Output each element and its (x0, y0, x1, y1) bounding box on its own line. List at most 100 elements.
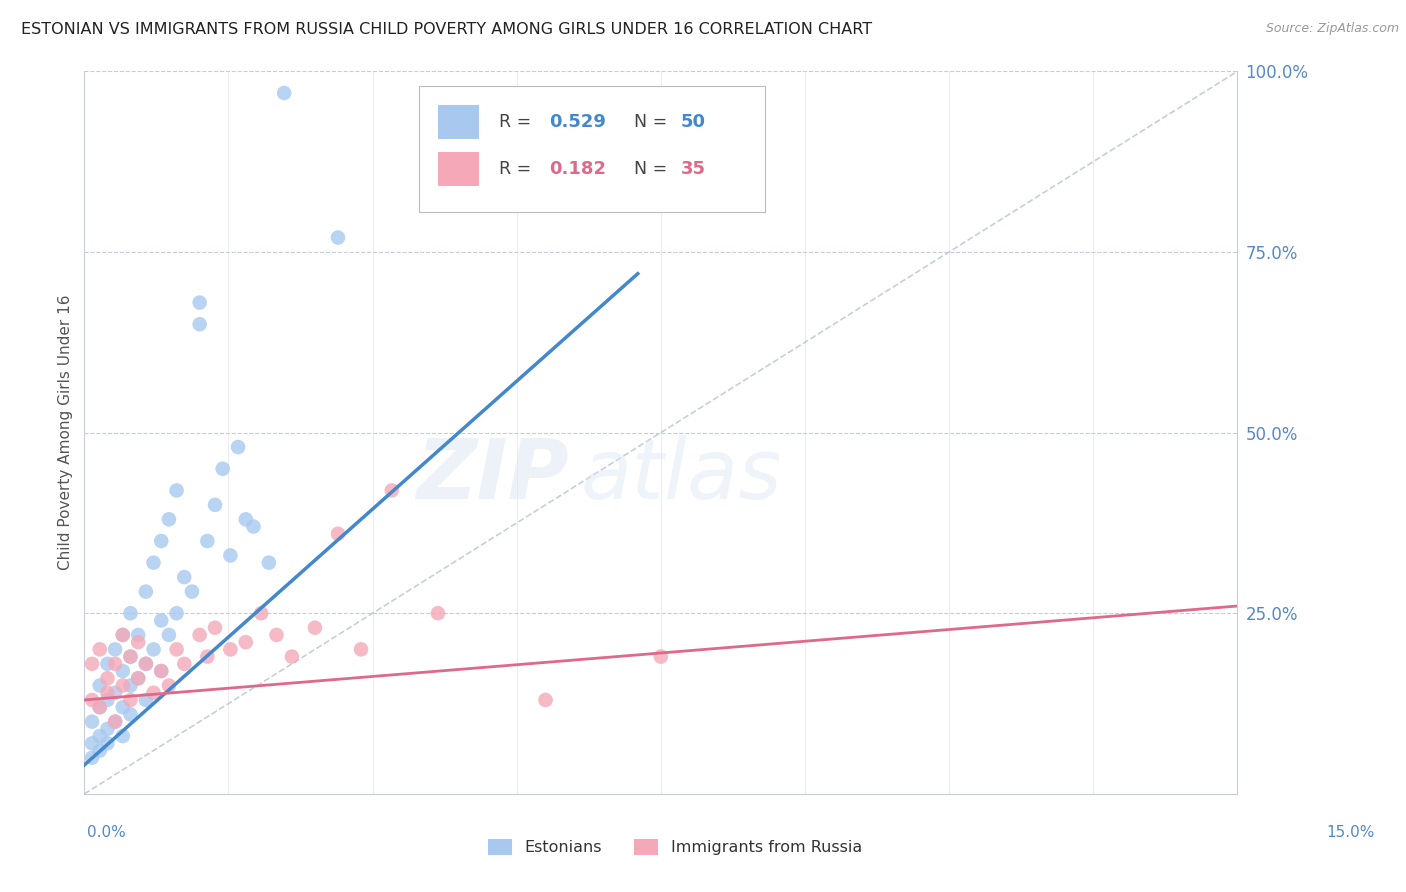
Text: atlas: atlas (581, 435, 782, 516)
Point (219, 642, 242, 657)
Point (173, 570, 195, 584)
Point (142, 556, 165, 570)
Point (142, 642, 165, 657)
Point (127, 671, 149, 685)
Text: N =: N = (634, 113, 673, 131)
Point (150, 533, 173, 548)
Point (195, 533, 218, 548)
Point (120, 649, 142, 664)
Point (127, 671, 149, 685)
Point (150, 664, 173, 678)
Point (166, 483, 188, 498)
Point (304, 621, 326, 635)
Point (120, 707, 142, 722)
Point (235, 635, 257, 649)
Point (120, 693, 142, 707)
Text: 35: 35 (681, 160, 706, 178)
Point (195, 649, 218, 664)
Text: 0.0%: 0.0% (87, 825, 127, 840)
Point (104, 686, 127, 700)
Point (89, 700, 111, 714)
Point (135, 693, 157, 707)
Point (80, 657, 103, 671)
Point (80, 751, 103, 765)
FancyBboxPatch shape (419, 86, 765, 212)
Text: 0.182: 0.182 (548, 160, 606, 178)
Point (150, 664, 173, 678)
Point (104, 657, 127, 671)
Point (326, 526, 349, 541)
Point (89, 678, 111, 692)
Point (273, 86, 295, 100)
Point (127, 635, 149, 649)
Point (111, 628, 134, 642)
Point (211, 462, 233, 476)
Point (188, 317, 211, 331)
Point (381, 483, 404, 498)
Point (257, 556, 280, 570)
Point (250, 607, 273, 621)
Point (111, 700, 134, 714)
Point (157, 512, 180, 526)
Point (226, 440, 249, 454)
Point (127, 628, 149, 642)
Point (204, 621, 226, 635)
FancyBboxPatch shape (439, 104, 478, 139)
Text: ZIP: ZIP (416, 435, 568, 516)
Text: 50: 50 (681, 113, 706, 131)
Point (104, 714, 127, 729)
Point (650, 649, 672, 664)
Point (96, 671, 118, 685)
Point (188, 295, 211, 310)
Point (173, 657, 195, 671)
Point (120, 649, 142, 664)
Point (157, 628, 180, 642)
Point (104, 714, 127, 729)
Text: 15.0%: 15.0% (1327, 825, 1375, 840)
Text: N =: N = (634, 160, 673, 178)
Point (80, 736, 103, 750)
Point (204, 498, 226, 512)
Point (96, 686, 118, 700)
Point (96, 722, 118, 736)
Point (534, 693, 557, 707)
Legend: Estonians, Immigrants from Russia: Estonians, Immigrants from Russia (481, 832, 869, 862)
Point (157, 678, 180, 692)
Point (89, 729, 111, 743)
Text: 0.529: 0.529 (548, 113, 606, 131)
Point (120, 678, 142, 692)
Point (326, 230, 349, 244)
Text: R =: R = (499, 113, 537, 131)
Point (242, 519, 264, 533)
Point (142, 686, 165, 700)
Point (281, 649, 304, 664)
Point (96, 693, 118, 707)
Point (104, 642, 127, 657)
Point (181, 584, 204, 599)
Point (111, 628, 134, 642)
Point (89, 743, 111, 757)
Point (96, 657, 118, 671)
Point (350, 642, 373, 657)
Text: Source: ZipAtlas.com: Source: ZipAtlas.com (1265, 22, 1399, 36)
Point (166, 607, 188, 621)
Point (135, 657, 157, 671)
Point (426, 607, 449, 621)
Point (111, 678, 134, 692)
Point (80, 693, 103, 707)
FancyBboxPatch shape (439, 152, 478, 186)
Point (89, 642, 111, 657)
Point (89, 700, 111, 714)
Point (150, 614, 173, 628)
Point (80, 714, 103, 729)
Point (135, 657, 157, 671)
Point (111, 664, 134, 678)
Point (188, 628, 211, 642)
Point (235, 512, 257, 526)
Point (166, 642, 188, 657)
Point (111, 729, 134, 743)
Point (120, 607, 142, 621)
Text: ESTONIAN VS IMMIGRANTS FROM RUSSIA CHILD POVERTY AMONG GIRLS UNDER 16 CORRELATIO: ESTONIAN VS IMMIGRANTS FROM RUSSIA CHILD… (21, 22, 872, 37)
Point (266, 628, 288, 642)
Y-axis label: Child Poverty Among Girls Under 16: Child Poverty Among Girls Under 16 (58, 295, 73, 570)
